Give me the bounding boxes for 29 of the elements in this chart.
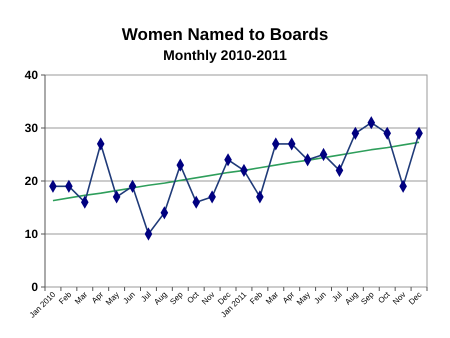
y-tick-label: 0 xyxy=(31,280,38,294)
x-tick-label: Apr xyxy=(90,290,106,306)
x-tick-label: Apr xyxy=(280,290,296,306)
x-tick-label: Aug xyxy=(343,290,360,306)
x-tick-label: Oct xyxy=(185,290,202,306)
x-tick-label: Dec xyxy=(216,290,232,306)
x-tick-label: Aug xyxy=(152,290,169,306)
y-tick-label: 20 xyxy=(24,174,38,188)
x-tick-label: Nov xyxy=(200,290,217,306)
y-tick-label: 30 xyxy=(24,121,38,136)
x-tick-label: Feb xyxy=(248,290,265,306)
x-tick-label: Sep xyxy=(359,290,376,306)
x-tick-label: Mar xyxy=(264,290,280,306)
x-tick-label: Jul xyxy=(330,290,344,304)
x-tick-label: Jul xyxy=(139,290,154,304)
x-tick-label: Oct xyxy=(376,290,392,306)
x-tick-label: Sep xyxy=(168,290,186,306)
x-tick-label: Jun xyxy=(312,290,328,306)
chart-title: Women Named to Boards xyxy=(122,25,328,44)
x-tick-label: Feb xyxy=(57,290,74,306)
y-tick-label: 40 xyxy=(24,68,38,82)
x-tick-label: Jun xyxy=(121,290,137,306)
x-tick-label: May xyxy=(294,290,312,308)
x-tick-label: Nov xyxy=(391,290,408,306)
x-tick-label: May xyxy=(104,290,122,308)
y-tick-label: 10 xyxy=(24,227,38,242)
chart-subtitle: Monthly 2010-2011 xyxy=(163,47,288,63)
x-tick-label: Dec xyxy=(407,290,424,306)
x-tick-label: Mar xyxy=(73,290,90,306)
